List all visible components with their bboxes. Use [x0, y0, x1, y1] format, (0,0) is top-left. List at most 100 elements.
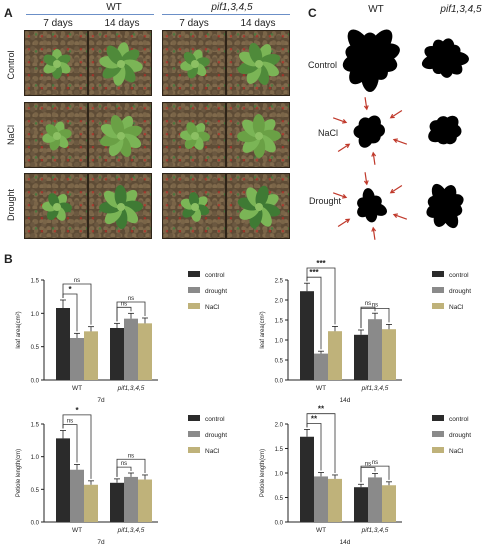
significance-bracket	[306, 413, 336, 473]
plant-photo-tile	[226, 173, 290, 239]
y-tick-label: 2.0	[275, 423, 284, 429]
legend-label: NaCl	[449, 448, 464, 455]
y-tick-label: 0.5	[275, 359, 284, 365]
significance-label: ***	[309, 268, 319, 277]
bar	[368, 319, 382, 380]
plant-photo-tile	[24, 102, 88, 168]
legend-swatch	[188, 415, 200, 421]
rosette-center	[255, 132, 263, 140]
rosette-leaf	[252, 114, 265, 137]
panel-a-day-2: 14 days	[104, 18, 140, 29]
bar	[124, 476, 138, 522]
significance-label: ns	[128, 296, 134, 302]
y-tick-label: 1.5	[275, 447, 284, 453]
significance-label: **	[311, 415, 318, 424]
bar	[124, 318, 138, 380]
legend-label: drought	[205, 432, 227, 439]
significance-bracket	[116, 466, 132, 477]
x-category-label: pif1,3,4,5	[117, 527, 145, 534]
bar	[56, 308, 70, 380]
panel-a-day-3: 7 days	[179, 18, 209, 29]
x-axis-label: 14d	[340, 397, 351, 404]
red-arrow	[337, 143, 350, 153]
rosette-plant	[99, 185, 143, 229]
red-arrowhead	[371, 226, 377, 232]
bar	[56, 438, 70, 522]
y-tick-label: 0.5	[31, 345, 40, 351]
rosette-center	[191, 203, 199, 211]
legend-swatch	[432, 287, 444, 293]
x-category-label: pif1,3,4,5	[117, 385, 145, 392]
significance-label: ns	[365, 301, 371, 307]
x-axis-label: 7d	[97, 539, 105, 546]
red-arrow	[372, 227, 376, 240]
red-arrow	[364, 172, 368, 185]
legend-label: drought	[449, 288, 471, 295]
plant-photo-tile	[226, 102, 290, 168]
bar	[354, 487, 368, 522]
plant-photo-tile	[162, 102, 226, 168]
red-arrowhead	[342, 119, 348, 124]
legend-label: NaCl	[205, 448, 220, 455]
red-arrow	[372, 152, 376, 165]
y-tick-label: 0.5	[31, 488, 40, 494]
red-arrowhead	[389, 113, 395, 119]
silhouette-center	[439, 125, 451, 137]
panel-a-day-1: 7 days	[43, 18, 73, 29]
legend-label: control	[449, 272, 469, 279]
rosette-center	[117, 203, 125, 211]
leaf-silhouette	[357, 188, 387, 223]
leaf-silhouette	[342, 29, 400, 92]
y-axis-label: Petiole length(cm)	[16, 449, 22, 497]
red-arrow	[390, 109, 403, 119]
rosette-center	[255, 60, 263, 68]
rosette-leaf	[255, 185, 269, 208]
x-category-label: WT	[72, 527, 82, 534]
chart-leaf-area-7d: 0.0 0.5 1.0 1.5 leaf area(cm²) WT pif1,3,4,5 7d…	[16, 271, 227, 404]
leaf-silhouette	[426, 183, 464, 229]
y-tick-label: 1.5	[275, 319, 284, 325]
red-arrow	[393, 139, 408, 145]
significance-label: *	[68, 285, 72, 294]
significance-bracket	[62, 283, 92, 325]
silhouette-center	[364, 125, 376, 137]
rosette-plant	[180, 49, 210, 79]
leaf-silhouette	[421, 38, 469, 78]
panel-c-letter: C	[308, 6, 317, 20]
significance-label: ns	[121, 461, 127, 467]
legend-label: drought	[449, 432, 471, 439]
red-arrowhead	[363, 180, 369, 186]
bar	[110, 328, 124, 380]
legend-swatch	[188, 303, 200, 309]
y-tick-label: 1.0	[31, 312, 40, 318]
panel-c-row-nacl: NaCl	[318, 128, 339, 138]
x-category-label: WT	[316, 527, 326, 534]
significance-bracket	[360, 308, 390, 328]
rosette-plant	[42, 121, 72, 151]
significance-label: ns	[372, 460, 378, 466]
rosette-center	[191, 60, 199, 68]
silhouette-leaf	[347, 29, 373, 59]
bar	[300, 436, 314, 522]
y-tick-label: 1.0	[275, 339, 284, 345]
y-axis-label: leaf area(cm²)	[16, 311, 22, 348]
bar	[110, 482, 124, 522]
x-axis-label: 7d	[97, 397, 105, 404]
panel-c-genotype-wt: WT	[368, 4, 384, 15]
legend-label: NaCl	[449, 304, 464, 311]
significance-label: **	[318, 405, 325, 414]
significance-label: ns	[67, 419, 73, 425]
legend-swatch	[432, 431, 444, 437]
bar	[70, 469, 84, 522]
significance-label: ***	[316, 259, 326, 268]
legend-swatch	[432, 271, 444, 277]
plant-photo-tile	[88, 173, 152, 239]
significance-bracket	[360, 465, 390, 483]
chart-petiole-7d: 0.0 0.5 1.0 1.5 Petiole length(cm) WT pif1,3,4…	[16, 406, 227, 546]
rosette-plant	[180, 192, 210, 222]
silhouette-center	[439, 52, 451, 64]
x-category-label: WT	[316, 385, 326, 392]
bar	[84, 484, 98, 522]
legend-label: control	[205, 272, 225, 279]
significance-label: ns	[121, 301, 127, 307]
